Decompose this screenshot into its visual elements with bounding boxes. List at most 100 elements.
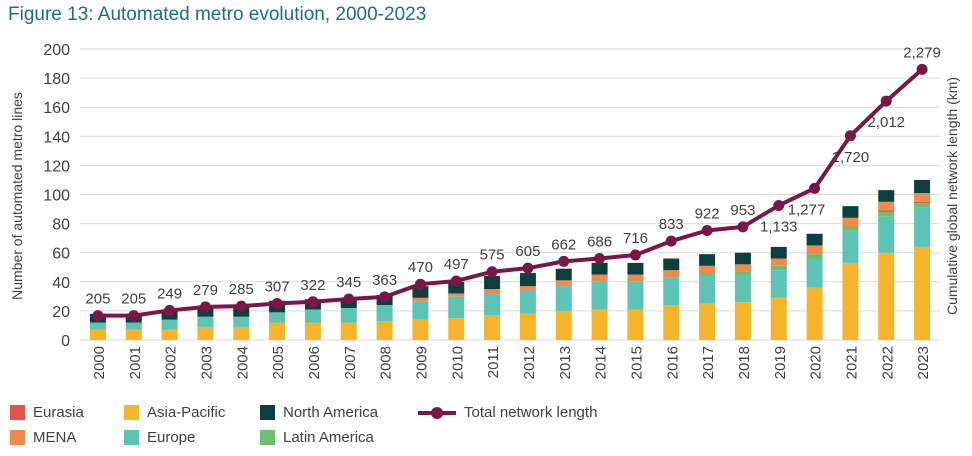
bar-segment-europe [770,270,787,298]
bar-segment-north-america [914,179,931,194]
bar-segment-north-america [842,206,859,218]
bar-segment-europe [806,258,823,288]
total-line-point [558,255,570,267]
line-value-label: 497 [444,256,469,273]
bar-segment-latin-america [770,265,787,271]
total-line-point [594,253,606,265]
bar-segment-europe [699,275,716,304]
bar-segment-mena [806,245,823,255]
x-axis-ticks: 2000 2001 2002 2003 2004 2005 2006 2007 2008 2009… [91,346,932,379]
bar-segment-europe [89,322,106,330]
total-line-point [880,95,892,107]
line-value-label: 2,012 [867,114,905,131]
legend-label-latin-america: Latin America [283,429,374,446]
bar-segment-asia-pacific [161,329,178,340]
total-line-point [916,63,928,75]
bar-segment-asia-pacific [269,322,286,340]
bar-segment-europe [376,305,393,322]
total-line-point [629,249,641,261]
bar-segment-asia-pacific [304,322,321,340]
bar-segment-mena [591,274,608,282]
x-tick-label: 2021 [843,346,860,379]
total-line-point [701,225,713,237]
gridlines [80,48,940,341]
bar-segment-north-america [627,262,644,275]
x-tick-label: 2002 [163,346,180,379]
x-tick-label: 2023 [915,346,932,379]
bar-segment-asia-pacific [806,287,823,340]
bar-segment-mena [699,265,716,274]
total-line-point [450,275,462,287]
total-line-path [97,67,924,318]
bar-segment-latin-america [914,203,931,208]
bar-segment-asia-pacific [89,329,106,340]
y2-axis-label: Cumulative global network length (km) [944,77,960,315]
x-tick-label: 2009 [413,346,430,379]
bar-segment-north-america [770,246,787,259]
line-value-label: 307 [265,279,290,296]
y-tick-label: 40 [52,275,70,292]
total-line-point [92,310,104,322]
legend-item-asia-pacific: Asia-Pacific [124,404,225,421]
total-line-point [343,293,355,305]
total-line [92,63,928,322]
bar-segment-mena [448,293,465,297]
bar-segment-asia-pacific [125,329,142,340]
x-tick-label: 2005 [270,346,287,379]
y-axis-ticks: 0 20 40 60 80 100 120 140 160 180 200 [43,42,70,350]
bar-segment-latin-america [878,211,895,217]
bar-segment-north-america [484,275,501,290]
legend-item-mena: MENA [10,429,76,446]
line-value-label: 470 [408,259,433,276]
total-line-point [737,221,749,233]
total-line-point [844,130,856,142]
bar-segment-europe [591,281,608,310]
x-tick-label: 2017 [700,346,717,379]
x-tick-label: 2012 [521,346,538,379]
line-value-label: 1,720 [832,149,870,166]
bar-segment-asia-pacific [448,318,465,340]
bar-segment-north-america [663,258,680,271]
x-tick-label: 2019 [772,346,789,379]
bar-segment-mena [734,264,751,272]
x-tick-label: 2004 [234,346,251,379]
line-value-label: 279 [193,282,218,299]
legend-label-north-america: North America [283,404,379,421]
line-value-label: 575 [480,247,505,264]
bar-segment-asia-pacific [233,326,250,340]
line-value-label: 662 [551,236,576,253]
bar-segment-europe [448,296,465,319]
line-value-label: 345 [336,274,361,291]
bar-segment-asia-pacific [197,326,214,340]
total-line-point [379,291,391,303]
legend-swatch-latin-america [260,430,275,445]
legend-swatch-asia-pacific [124,405,139,420]
y-tick-label: 140 [43,129,70,146]
y-tick-label: 120 [43,158,70,175]
x-tick-label: 2006 [306,346,323,379]
bar-segment-asia-pacific [376,321,393,340]
bar-segment-asia-pacific [519,313,536,340]
x-tick-label: 2003 [198,346,215,379]
legend-swatch-europe [124,430,139,445]
y-tick-label: 200 [43,42,70,59]
line-labels: 205 205 249 279 285 307 322 345 363 470 497 575 605 6… [85,44,940,307]
x-tick-label: 2015 [628,346,645,379]
x-tick-label: 2022 [879,346,896,379]
line-value-label: 922 [695,206,720,223]
x-tick-label: 2010 [449,346,466,379]
legend-swatch-total [418,405,456,420]
y-tick-label: 20 [52,304,70,321]
total-line-point [809,182,821,194]
legend-item-latin-america: Latin America [260,429,374,446]
line-value-label: 2,279 [903,44,941,61]
bar-segment-mena [914,193,931,202]
bar-segment-europe [842,230,859,263]
line-value-label: 953 [730,202,755,219]
line-value-label: 686 [587,234,612,251]
total-line-point [128,310,140,322]
total-line-point [307,296,319,308]
bar-segment-asia-pacific [663,305,680,340]
legend-label-total: Total network length [464,404,598,421]
bar-segment-latin-america [842,226,859,231]
